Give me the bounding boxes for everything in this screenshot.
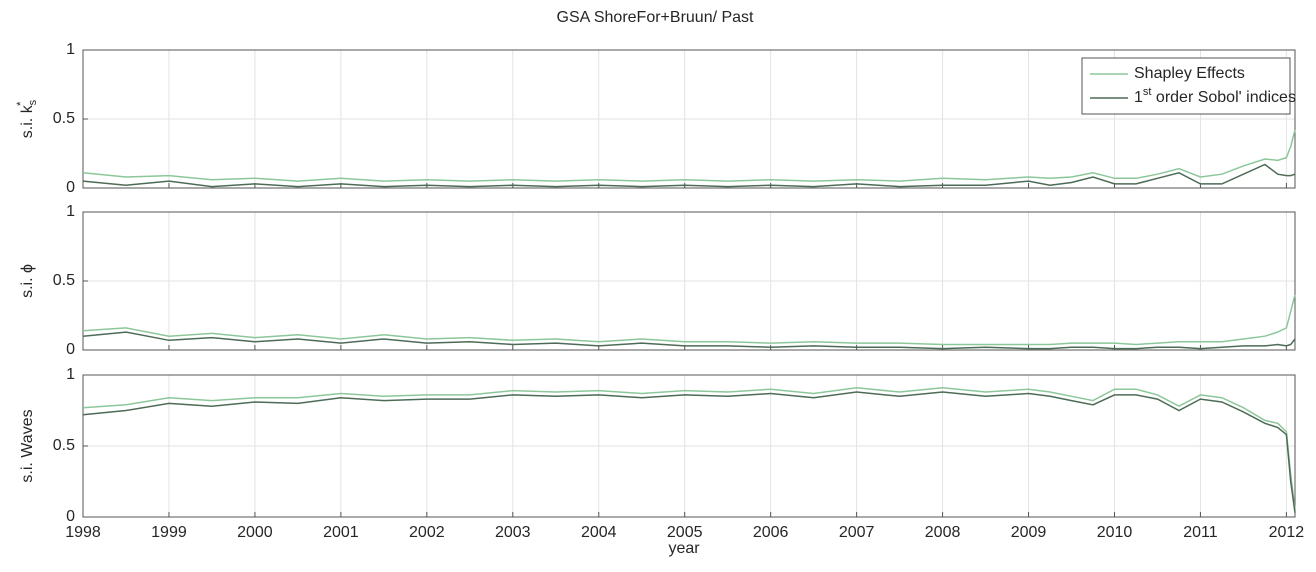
axes-box [82, 374, 1296, 518]
x-tick-label: 2000 [237, 524, 273, 541]
x-tick-label: 1999 [151, 524, 187, 541]
y-tick-label: 0 [66, 179, 75, 196]
y-tick-label: 0 [66, 508, 75, 525]
legend-label: 1st order Sobol' indices [1134, 86, 1296, 106]
x-tick-label: 2007 [839, 524, 875, 541]
x-tick-label: 2002 [409, 524, 445, 541]
x-tick-label: 2009 [1011, 524, 1047, 541]
x-tick-label: 2008 [925, 524, 961, 541]
y-axis-label-sub: s [27, 99, 39, 105]
x-tick-label: 2003 [495, 524, 531, 541]
y-axis-label-text: s.i. Waves [19, 409, 36, 482]
y-tick-label: 1 [66, 41, 75, 58]
y-tick-label: 0.5 [53, 272, 75, 289]
x-tick-label: 2001 [323, 524, 359, 541]
axes-box [82, 211, 1296, 351]
series-line [82, 129, 1296, 182]
x-tick-label: 2010 [1097, 524, 1133, 541]
series-line [82, 387, 1296, 510]
x-axis-label: year [668, 540, 700, 557]
x-tick-label: 2004 [581, 524, 617, 541]
y-axis-label-sup: * [15, 101, 27, 106]
y-axis-label-text: s.i. ϕ [19, 264, 36, 298]
x-tick-label: 2011 [1183, 524, 1218, 541]
series-line [82, 294, 1296, 346]
x-tick-label: 2005 [667, 524, 703, 541]
legend-box [1081, 57, 1291, 115]
series-line [82, 163, 1296, 188]
x-tick-label: 2012 [1269, 524, 1305, 541]
y-axis-label: s.i. ϕ [19, 264, 36, 298]
chart-title: GSA ShoreFor+Bruun/ Past [557, 9, 755, 26]
y-tick-label: 1 [66, 366, 75, 383]
y-tick-label: 0 [66, 341, 75, 358]
y-axis-label-text: s.i. k [19, 104, 36, 138]
y-axis-label: s.i. ks* [15, 99, 39, 138]
axes-box [82, 49, 1296, 189]
series-line [82, 331, 1296, 350]
y-tick-label: 0.5 [53, 437, 75, 454]
x-tick-label: 1998 [65, 524, 101, 541]
x-tick-label: 2006 [753, 524, 789, 541]
y-tick-label: 1 [66, 203, 75, 220]
series-line [82, 391, 1296, 513]
y-axis-label: s.i. Waves [19, 409, 36, 482]
legend-label: Shapley Effects [1134, 65, 1245, 82]
y-tick-label: 0.5 [53, 110, 75, 127]
